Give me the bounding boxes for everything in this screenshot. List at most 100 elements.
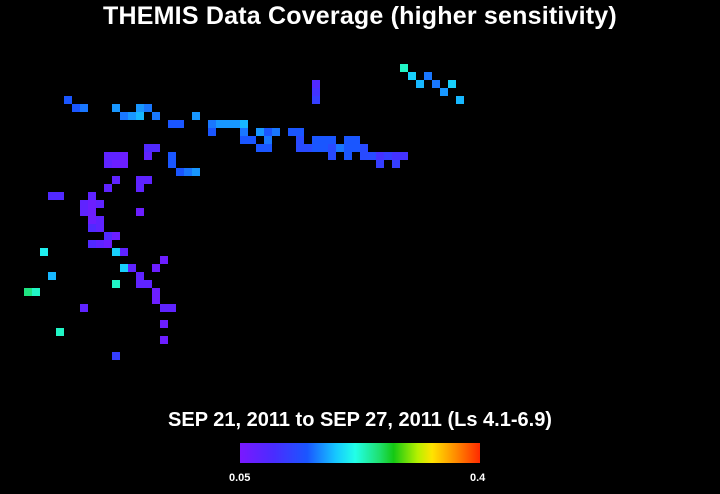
- color-scale-bar: [240, 443, 480, 463]
- coverage-cell: [56, 328, 64, 336]
- coverage-cell: [208, 128, 216, 136]
- coverage-cell: [112, 152, 120, 160]
- coverage-cell: [360, 152, 368, 160]
- coverage-cell: [24, 288, 32, 296]
- coverage-cell: [72, 104, 80, 112]
- coverage-cell: [312, 80, 320, 88]
- coverage-cell: [152, 112, 160, 120]
- coverage-cell: [48, 272, 56, 280]
- coverage-cell: [104, 152, 112, 160]
- coverage-cell: [152, 264, 160, 272]
- coverage-cell: [120, 152, 128, 160]
- coverage-cell: [112, 352, 120, 360]
- coverage-cell: [56, 192, 64, 200]
- coverage-cell: [88, 216, 96, 224]
- coverage-cell: [144, 144, 152, 152]
- coverage-cell: [144, 152, 152, 160]
- coverage-cell: [400, 64, 408, 72]
- coverage-cell: [328, 152, 336, 160]
- coverage-cell: [168, 160, 176, 168]
- coverage-cell: [104, 160, 112, 168]
- coverage-cell: [392, 152, 400, 160]
- coverage-cell: [320, 144, 328, 152]
- coverage-cell: [352, 144, 360, 152]
- coverage-cell: [88, 208, 96, 216]
- coverage-cell: [136, 184, 144, 192]
- coverage-cell: [160, 304, 168, 312]
- coverage-cell: [144, 280, 152, 288]
- coverage-cell: [88, 192, 96, 200]
- coverage-cell: [272, 128, 280, 136]
- coverage-cell: [160, 256, 168, 264]
- coverage-cell: [208, 120, 216, 128]
- coverage-cell: [368, 152, 376, 160]
- date-range-subtitle: SEP 21, 2011 to SEP 27, 2011 (Ls 4.1-6.9…: [168, 409, 552, 431]
- coverage-cell: [136, 112, 144, 120]
- coverage-cell: [152, 288, 160, 296]
- coverage-cell: [112, 248, 120, 256]
- coverage-cell: [160, 320, 168, 328]
- coverage-cell: [88, 224, 96, 232]
- coverage-cell: [96, 200, 104, 208]
- coverage-cell: [136, 272, 144, 280]
- coverage-cell: [192, 112, 200, 120]
- coverage-cell: [112, 160, 120, 168]
- coverage-cell: [120, 248, 128, 256]
- coverage-cell: [80, 208, 88, 216]
- coverage-cell: [136, 104, 144, 112]
- coverage-cell: [264, 144, 272, 152]
- coverage-cell: [296, 144, 304, 152]
- coverage-cell: [40, 248, 48, 256]
- coverage-cell: [112, 176, 120, 184]
- coverage-cell: [264, 136, 272, 144]
- coverage-cell: [232, 120, 240, 128]
- coverage-cell: [296, 128, 304, 136]
- coverage-cell: [112, 280, 120, 288]
- coverage-cell: [216, 120, 224, 128]
- coverage-cell: [80, 104, 88, 112]
- coverage-cell: [312, 136, 320, 144]
- coverage-cell: [408, 72, 416, 80]
- coverage-cell: [112, 104, 120, 112]
- coverage-cell: [176, 120, 184, 128]
- colorbar-max-label: 0.4: [470, 472, 486, 484]
- coverage-cell: [256, 128, 264, 136]
- coverage-cell: [104, 232, 112, 240]
- coverage-cell: [192, 168, 200, 176]
- coverage-cell: [32, 288, 40, 296]
- coverage-cell: [432, 80, 440, 88]
- coverage-cell: [120, 112, 128, 120]
- coverage-cell: [240, 136, 248, 144]
- coverage-cell: [336, 144, 344, 152]
- coverage-cell: [96, 240, 104, 248]
- coverage-cell: [88, 240, 96, 248]
- coverage-cell: [256, 144, 264, 152]
- coverage-cell: [312, 88, 320, 96]
- coverage-cell: [104, 240, 112, 248]
- coverage-cell: [48, 192, 56, 200]
- coverage-cell: [128, 112, 136, 120]
- coverage-cell: [144, 176, 152, 184]
- coverage-cell: [152, 296, 160, 304]
- coverage-cell: [80, 304, 88, 312]
- coverage-cell: [376, 160, 384, 168]
- coverage-cell: [64, 96, 72, 104]
- coverage-cell: [344, 152, 352, 160]
- coverage-cell: [392, 160, 400, 168]
- coverage-cell: [240, 120, 248, 128]
- coverage-cell: [448, 80, 456, 88]
- coverage-cell: [312, 144, 320, 152]
- coverage-cell: [304, 144, 312, 152]
- coverage-cell: [416, 80, 424, 88]
- coverage-cell: [352, 136, 360, 144]
- coverage-cell: [120, 264, 128, 272]
- coverage-cell: [240, 128, 248, 136]
- coverage-cell: [136, 280, 144, 288]
- colorbar-min-label: 0.05: [229, 472, 251, 484]
- coverage-cell: [344, 136, 352, 144]
- coverage-cell: [288, 128, 296, 136]
- coverage-cell: [168, 120, 176, 128]
- coverage-cell: [152, 144, 160, 152]
- coverage-cell: [96, 216, 104, 224]
